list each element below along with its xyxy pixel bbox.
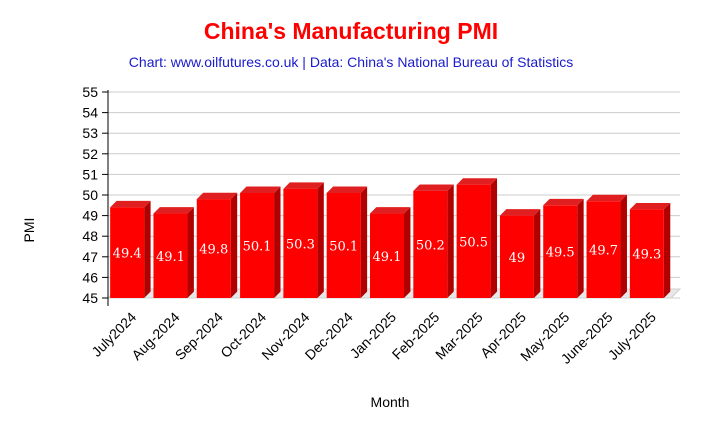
x-tick-labels: July2024Aug-2024Sep-2024Oct-2024Nov-2024… [88,309,659,367]
x-tick-label: Sep-2024 [172,309,226,363]
bar-data-label: 50.5 [459,235,488,250]
y-tick-label: 45 [82,290,98,306]
bar-front [110,207,145,298]
y-axis-label: PMI [21,218,37,243]
bar-Sep-2024: 49.8 [196,192,238,298]
bar-top [153,207,194,214]
bar-side [533,209,541,298]
y-tick-label: 49 [82,208,98,224]
bar-data-label: 49.5 [546,246,575,261]
y-axis: 45 46 47 48 49 50 51 52 53 54 55 [82,84,109,306]
bar-top [240,186,281,193]
bar-Mar-2025: 50.5 [456,178,498,298]
y-tick-label: 46 [82,269,98,285]
bar-top [413,184,454,191]
bar-Jan-2025: 49.1 [370,207,411,298]
bar-front [240,192,275,298]
y-tick-label: 55 [82,84,98,100]
y-tick-label: 47 [82,249,98,265]
y-tick-label: 53 [82,125,98,141]
bar-front [370,213,404,298]
x-tick-label: July-2025 [605,309,659,363]
bar-side [404,207,411,298]
bar-side [490,178,498,298]
y-tick-label: 50 [82,187,98,203]
bar-side [447,184,454,298]
bar-front [456,184,491,298]
bar-side [187,207,194,298]
bar-May-2025: 49.5 [543,198,584,298]
bar-front [413,190,448,298]
bar-top [629,202,671,210]
bar-data-label: 49.1 [373,250,402,265]
bar-data-label: 49.4 [113,247,142,262]
y-tick-label: 54 [82,105,98,121]
bar-front [283,188,318,298]
bar-Apr-2025: 49 [499,209,541,298]
bar-side [317,182,324,298]
bar-data-label: 50.3 [286,237,315,252]
bar-top [110,200,151,208]
bar-top [543,198,584,206]
bar-top [326,186,368,193]
bar-top [586,194,627,202]
bar-side [274,186,281,298]
bar-Dec-2024: 50.1 [326,186,368,298]
bar-front [196,199,231,298]
bar-Nov-2024: 50.3 [283,182,324,298]
x-tick-label: Mar-2025 [432,309,486,363]
bar-front [629,209,664,298]
bar-top [499,209,541,216]
bar-side [230,192,238,298]
bar-data-label: 49.3 [632,248,661,263]
bar-Feb-2025: 50.2 [413,184,454,298]
bar-top [456,178,498,185]
bar-Aug-2024: 49.1 [153,207,194,298]
bar-side [620,194,627,298]
y-tick-label: 51 [82,166,98,182]
bars: 49.4 49.1 49.8 50.1 50.3 50.1 49.1 50.2 50.5 49 49… [110,178,671,298]
bar-front [586,201,621,298]
bar-data-label: 49 [509,251,526,266]
bar-front [326,192,361,298]
x-tick-label: Dec-2024 [302,309,356,363]
y-tick-label: 52 [82,146,98,162]
bar-June-2025: 49.7 [586,194,627,298]
chart-title: China's Manufacturing PMI [203,18,499,44]
chart-subtitle: Chart: www.oilfutures.co.uk | Data: Chin… [128,54,574,70]
bar-front [499,215,534,298]
bar-data-label: 50.1 [243,239,272,254]
bar-side [663,202,671,298]
bar-front [543,205,578,298]
bar-side [144,200,151,298]
bar-side [360,186,368,298]
bar-top [196,192,238,200]
bar-data-label: 49.1 [156,250,185,265]
bar-Oct-2024: 50.1 [240,186,281,298]
bar-top [370,207,411,214]
bar-front [153,213,188,298]
bar-top [283,182,324,189]
x-axis-label: Month [371,394,410,410]
bar-July-2025: 49.3 [629,202,671,298]
bar-side [577,198,584,298]
bar-data-label: 50.1 [329,239,358,254]
bar-data-label: 50.2 [416,238,445,253]
bar-data-label: 49.7 [589,244,618,259]
bar-July2024: 49.4 [110,200,151,298]
y-tick-label: 48 [82,228,98,244]
bar-data-label: 49.8 [199,243,228,258]
